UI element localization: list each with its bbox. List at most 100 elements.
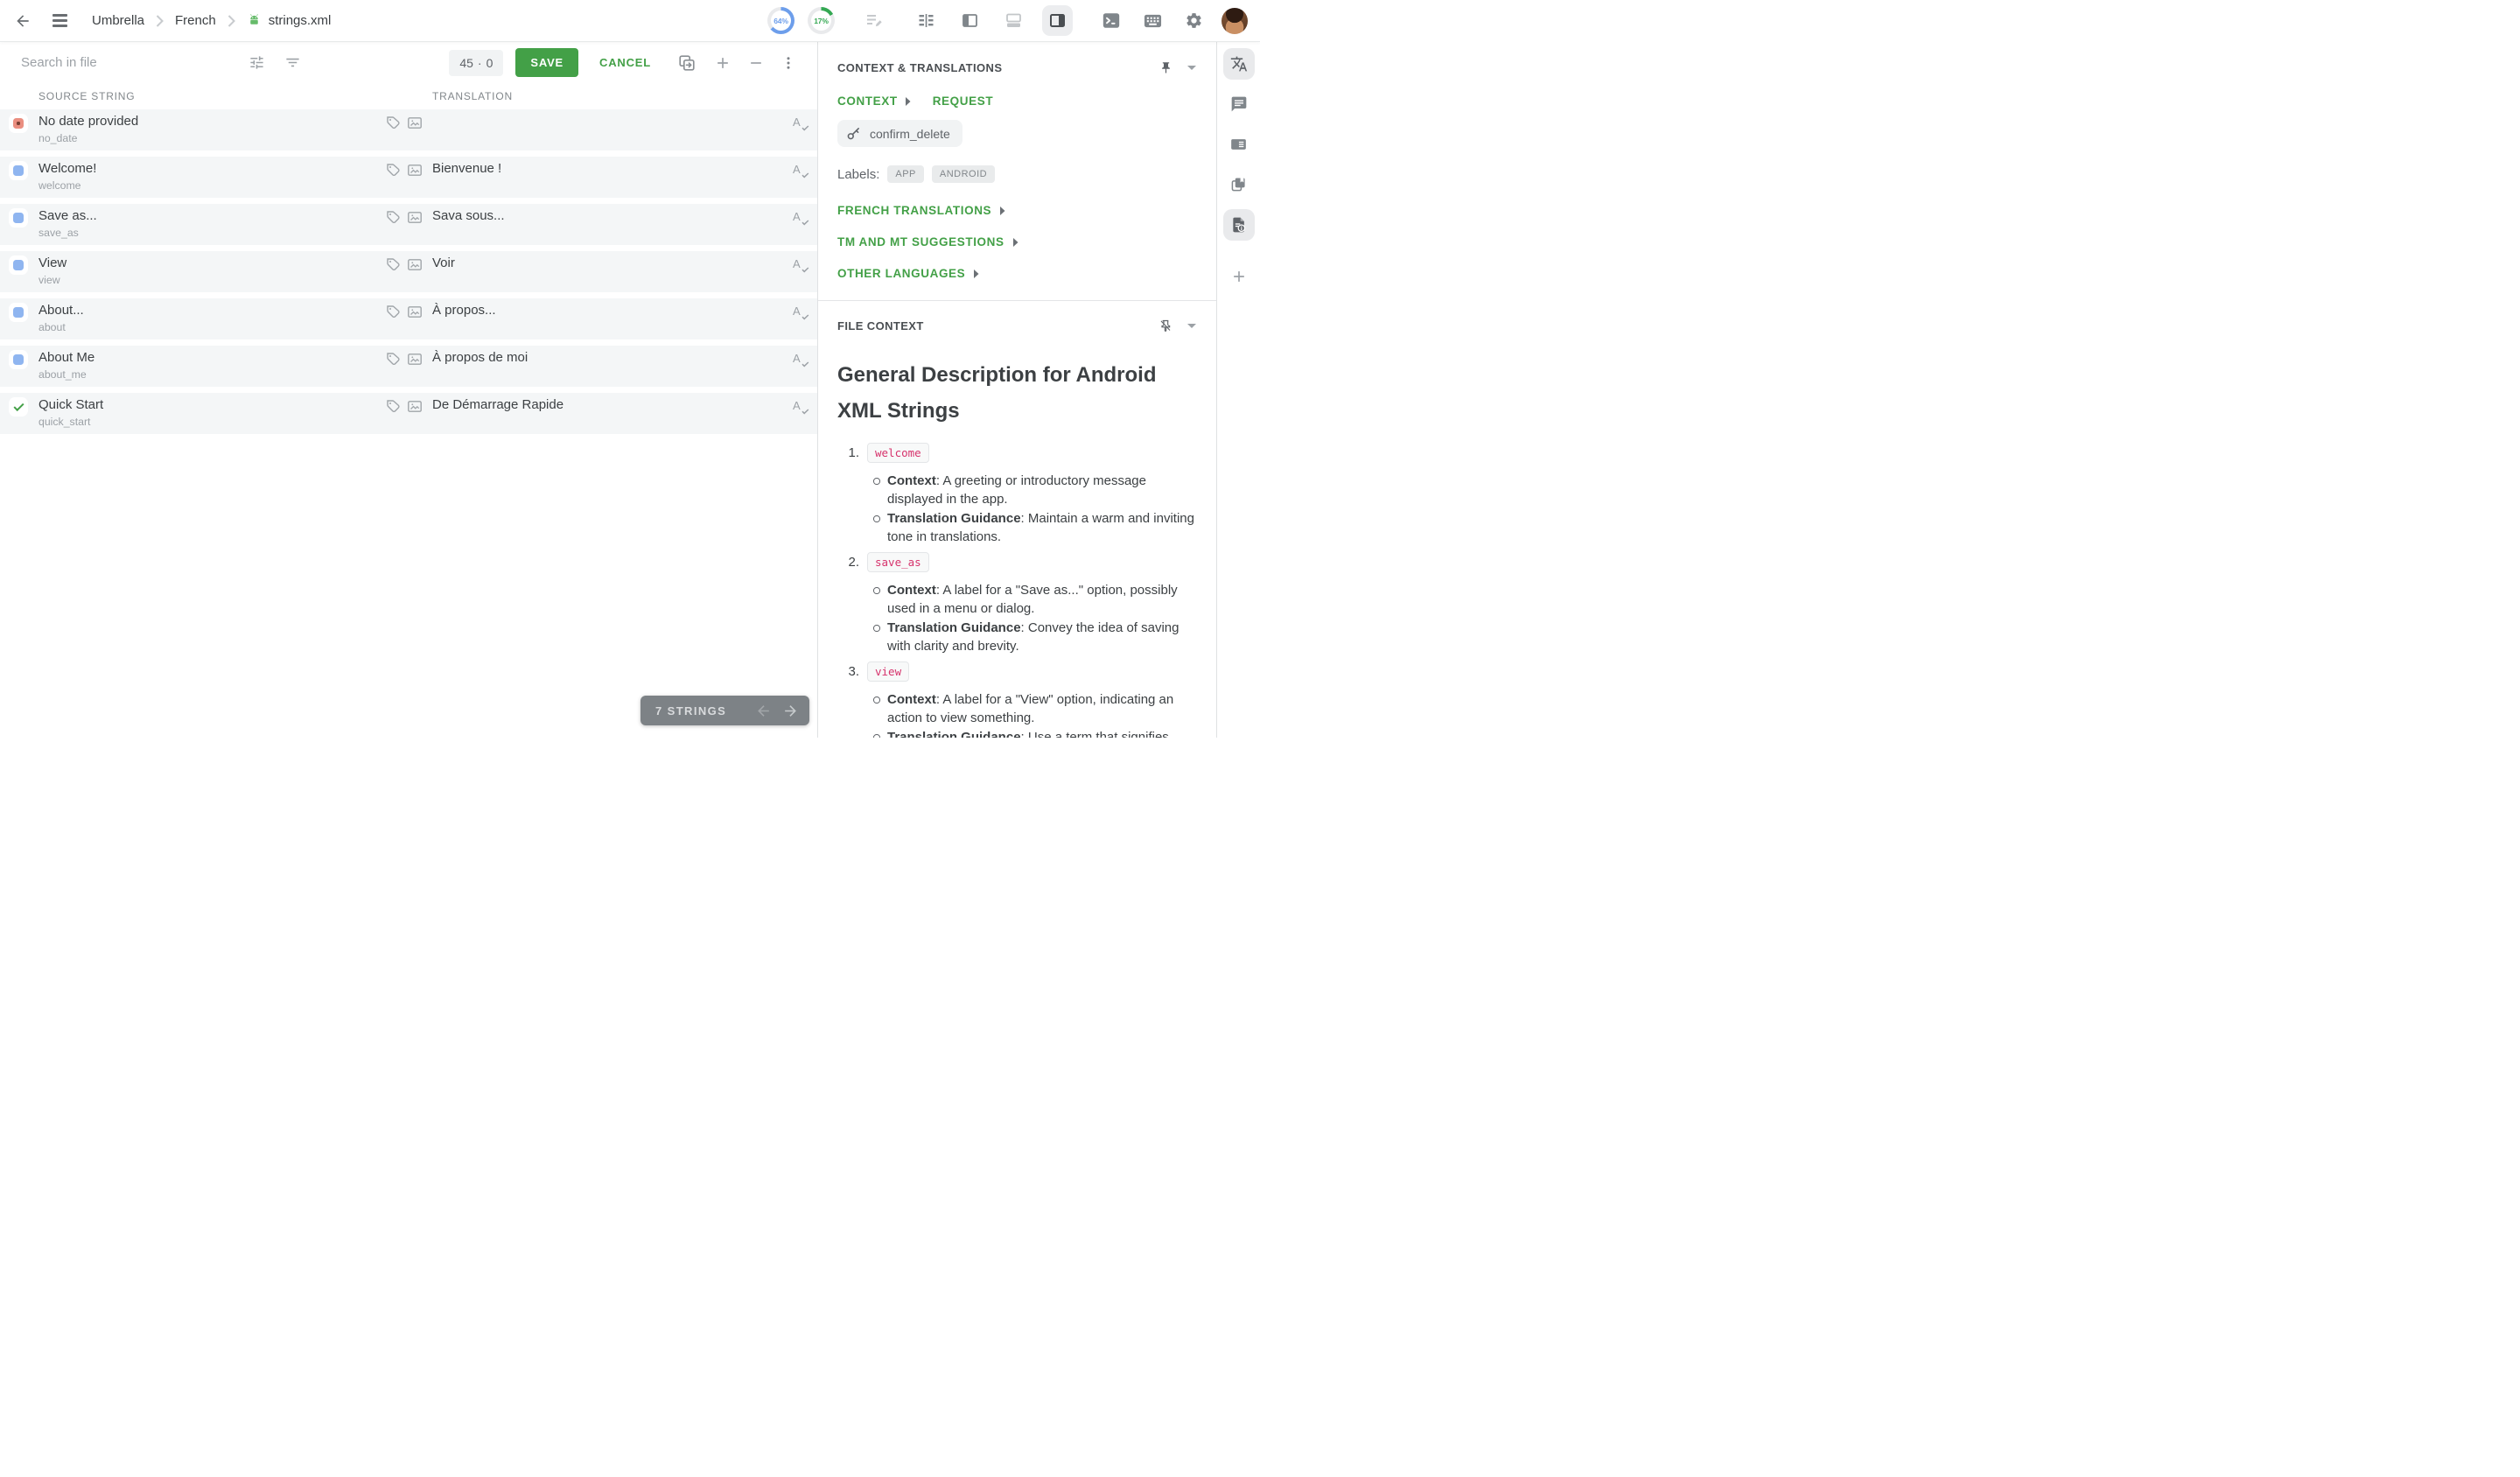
string-key: welcome (38, 179, 81, 192)
table-row[interactable]: View view Voir A (0, 251, 817, 292)
proofread-icon[interactable]: A (793, 352, 809, 368)
rail-context-card-button[interactable] (1223, 129, 1255, 160)
bottom-panel-view-button[interactable] (998, 5, 1029, 36)
file-context-list-item: 1. welcome Context: A greeting or introd… (837, 443, 1197, 546)
more-options-button[interactable] (777, 52, 800, 74)
table-row[interactable]: Welcome! welcome Bienvenue ! A (0, 157, 817, 198)
plus-icon (1233, 271, 1244, 282)
source-string-text: Welcome! (38, 161, 97, 176)
string-status-badge (9, 350, 28, 369)
top-bar: Umbrella French strings.xml 64% 17% (0, 0, 1260, 42)
pin-icon[interactable] (1159, 60, 1172, 75)
screenshot-icon[interactable] (407, 210, 423, 225)
cancel-button[interactable]: CANCEL (594, 52, 656, 73)
tab-context[interactable]: CONTEXT (837, 94, 911, 108)
proofread-icon[interactable]: A (793, 210, 809, 226)
console-button[interactable] (1098, 8, 1124, 33)
chevron-down-icon[interactable] (1186, 65, 1197, 72)
screenshot-icon[interactable] (407, 399, 423, 414)
string-key: save_as (38, 227, 79, 239)
back-button[interactable] (10, 9, 35, 33)
edit-strings-button[interactable] (862, 8, 887, 33)
string-status-badge (9, 256, 28, 275)
proofread-icon[interactable]: A (793, 399, 809, 415)
right-panel-view-button[interactable] (1042, 5, 1073, 36)
table-row[interactable]: Save as... save_as Sava sous... A (0, 204, 817, 245)
next-page-button[interactable] (780, 701, 801, 721)
string-status-badge (9, 114, 28, 133)
table-row[interactable]: About... about À propos... A (0, 298, 817, 340)
avatar[interactable] (1222, 8, 1248, 34)
proofread-icon[interactable]: A (793, 163, 809, 178)
chevron-down-icon[interactable] (1186, 323, 1197, 330)
left-panel-view-button[interactable] (955, 5, 985, 36)
screenshot-icon[interactable] (407, 163, 423, 178)
table-header: SOURCE STRING TRANSLATION (0, 83, 817, 109)
filter-settings-button[interactable] (245, 51, 269, 74)
keyboard-shortcuts-button[interactable] (1139, 8, 1166, 33)
search-input[interactable] (19, 54, 220, 71)
rail-add-panel-button[interactable] (1223, 261, 1255, 292)
screenshot-icon[interactable] (407, 304, 423, 319)
proofread-icon[interactable]: A (793, 304, 809, 320)
rail-translations-button[interactable] (1222, 48, 1255, 80)
tag-icon[interactable] (386, 257, 401, 272)
android-file-icon (247, 13, 262, 28)
tag-icon[interactable] (386, 163, 401, 178)
strings-counter: 45 · 0 (449, 49, 504, 76)
file-context-document: General Description for Android XML Stri… (837, 357, 1197, 738)
tag-icon[interactable] (386, 210, 401, 225)
string-identifier-pill: confirm_delete (837, 120, 962, 147)
section-other-languages[interactable]: OTHER LANGUAGES (837, 267, 1197, 280)
string-status-icon (12, 400, 24, 411)
screenshot-icon[interactable] (407, 116, 423, 130)
add-string-button[interactable] (710, 51, 735, 75)
side-by-side-view-button[interactable] (911, 5, 942, 36)
settings-button[interactable] (1181, 8, 1207, 33)
terminal-icon (1102, 13, 1120, 28)
arrow-left-icon (758, 704, 769, 717)
panel-title: CONTEXT & TRANSLATIONS (837, 61, 1003, 74)
unpin-icon[interactable] (1158, 318, 1172, 333)
tag-icon[interactable] (386, 304, 401, 319)
string-key: about (38, 321, 66, 333)
bullet-item: Translation Guidance: Convey the idea of… (872, 619, 1197, 655)
tag-icon[interactable] (386, 352, 401, 367)
section-tm-mt-suggestions[interactable]: TM AND MT SUGGESTIONS (837, 235, 1197, 248)
layout-left-icon (962, 14, 977, 27)
breadcrumb-language[interactable]: French (175, 13, 216, 28)
tag-icon[interactable] (386, 116, 401, 130)
section-french-translations[interactable]: FRENCH TRANSLATIONS (837, 204, 1197, 217)
proofread-icon[interactable]: A (793, 257, 809, 273)
previous-page-button[interactable] (753, 701, 774, 721)
screenshot-icon[interactable] (407, 257, 423, 272)
rail-comments-button[interactable] (1223, 88, 1255, 120)
chevron-right-icon (156, 14, 164, 27)
sort-filter-button[interactable] (281, 51, 304, 74)
remove-string-button[interactable] (744, 51, 768, 75)
rail-file-context-button[interactable] (1222, 209, 1255, 241)
main-menu-button[interactable] (47, 9, 73, 32)
tab-request[interactable]: REQUEST (932, 94, 994, 108)
table-row[interactable]: About Me about_me À propos de moi A (0, 346, 817, 387)
screenshot-icon[interactable] (407, 352, 423, 367)
file-info-icon (1232, 217, 1245, 233)
table-row[interactable]: No date provided no_date A (0, 109, 817, 150)
proofread-icon[interactable]: A (793, 116, 809, 131)
file-context-list-item: 3. view Context: A label for a "View" op… (837, 662, 1197, 738)
strings-pagination-bar: 7 STRINGS (640, 696, 809, 725)
string-status-badge (9, 397, 28, 416)
tag-icon[interactable] (386, 399, 401, 414)
table-row[interactable]: Quick Start quick_start De Démarrage Rap… (0, 393, 817, 434)
breadcrumb-file[interactable]: strings.xml (268, 13, 332, 28)
string-key-chip: save_as (867, 552, 929, 572)
translate-icon (1230, 56, 1247, 72)
copy-source-button[interactable] (674, 50, 700, 76)
rail-glossary-button[interactable] (1223, 169, 1255, 200)
labels-title: Labels: (837, 166, 880, 182)
list-toolbar: 45 · 0 SAVE CANCEL (0, 42, 817, 83)
save-button[interactable]: SAVE (515, 48, 579, 77)
approved-progress-ring: 17% (808, 7, 835, 34)
source-column-header: SOURCE STRING (38, 90, 136, 102)
breadcrumb-project[interactable]: Umbrella (92, 13, 145, 28)
